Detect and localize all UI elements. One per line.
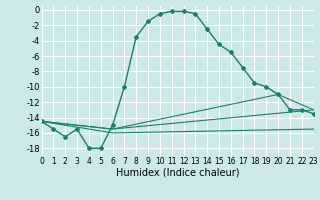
X-axis label: Humidex (Indice chaleur): Humidex (Indice chaleur) [116, 168, 239, 178]
